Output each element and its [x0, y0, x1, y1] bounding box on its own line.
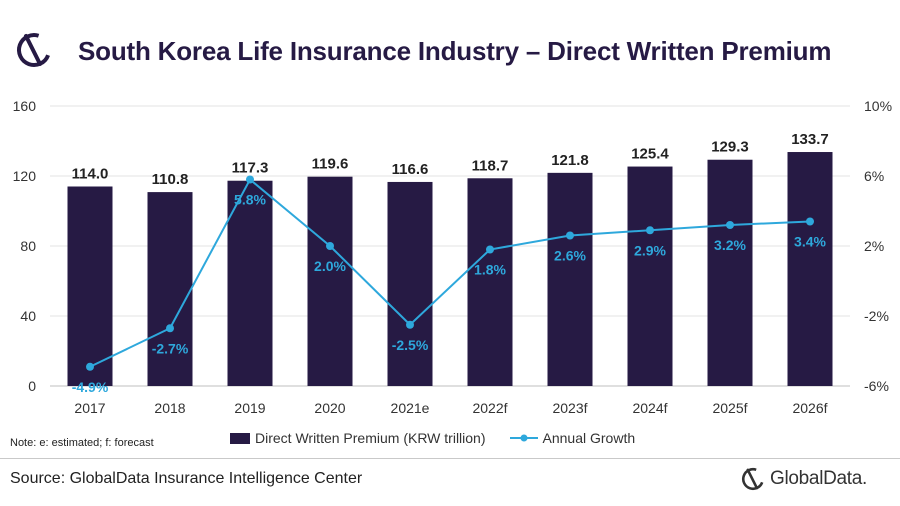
bar-value-label: 110.8 — [152, 171, 189, 188]
y2-tick-label: -6% — [864, 378, 889, 394]
y2-tick-label: 6% — [864, 168, 884, 184]
legend-item-premium: Direct Written Premium (KRW trillion) — [230, 430, 486, 446]
y-tick-label: 160 — [13, 98, 37, 114]
legend: Direct Written Premium (KRW trillion) An… — [230, 428, 659, 448]
x-tick-label: 2022f — [472, 400, 507, 416]
growth-line — [89, 177, 811, 368]
chart: 114.0 110.8 117.3 119.6 116.6 118.7 121.8 125.4… — [13, 98, 892, 416]
brand-name: GlobalData. — [770, 468, 868, 489]
growth-point — [646, 226, 654, 235]
y-tick-label: 120 — [13, 168, 37, 184]
bar-value-label: 118.7 — [472, 157, 509, 174]
growth-value-label: -4.9% — [72, 379, 109, 395]
growth-value-label: -2.5% — [392, 337, 429, 353]
legend-item-growth: Annual Growth — [509, 430, 636, 446]
globaldata-logo-icon — [741, 467, 765, 491]
bar — [787, 152, 833, 386]
bar — [227, 180, 273, 386]
x-tick-label: 2018 — [154, 400, 185, 416]
growth-value-label: 2.9% — [634, 242, 666, 258]
footer-divider — [0, 458, 900, 459]
bar — [67, 186, 113, 386]
x-tick-label: 2021e — [391, 400, 430, 416]
y2-tick-label: 10% — [864, 98, 892, 114]
x-tick-label: 2019 — [234, 400, 265, 416]
header: South Korea Life Insurance Industry – Di… — [0, 0, 900, 95]
legend-label-growth: Annual Growth — [542, 430, 636, 446]
growth-value-label: 2.6% — [554, 248, 586, 264]
bar-value-label: 119.6 — [312, 156, 349, 173]
bar — [707, 159, 753, 386]
y-tick-label: 40 — [20, 308, 36, 324]
bar-value-label: 125.4 — [631, 146, 669, 163]
bar-value-label: 129.3 — [711, 139, 749, 156]
y-tick-label: 80 — [20, 238, 36, 254]
bar — [307, 176, 353, 386]
growth-value-label: 1.8% — [474, 262, 506, 278]
growth-point — [86, 362, 94, 371]
bar — [387, 181, 433, 386]
growth-point — [566, 231, 574, 240]
x-tick-label: 2024f — [632, 400, 667, 416]
chart-title: South Korea Life Insurance Industry – Di… — [78, 36, 832, 66]
growth-point — [166, 324, 174, 333]
growth-value-label: 3.4% — [794, 234, 826, 250]
x-tick-label: 2026f — [792, 400, 827, 416]
y-tick-label: 0 — [28, 378, 36, 394]
growth-value-label: 5.8% — [234, 192, 266, 208]
bar-value-label: 114.0 — [72, 166, 109, 183]
bar-value-label: 117.3 — [232, 160, 269, 177]
legend-label-premium: Direct Written Premium (KRW trillion) — [255, 430, 486, 446]
legend-swatch-bar — [230, 432, 250, 444]
x-tick-label: 2020 — [314, 400, 345, 416]
globaldata-logo-icon — [17, 33, 51, 67]
x-tick-label: 2025f — [712, 400, 747, 416]
bar-value-label: 121.8 — [551, 152, 589, 169]
growth-value-label: -2.7% — [152, 340, 189, 356]
bar-value-label: 116.6 — [392, 161, 429, 178]
growth-point — [326, 242, 334, 250]
footnote: Note: e: estimated; f: forecast — [10, 437, 154, 449]
growth-value-label: 3.2% — [714, 237, 746, 253]
growth-point — [406, 320, 414, 329]
source-text: Source: GlobalData Insurance Intelligenc… — [10, 470, 363, 487]
bar — [147, 192, 193, 386]
growth-point — [486, 245, 494, 254]
bar — [467, 178, 513, 386]
bar-value-label: 133.7 — [791, 131, 829, 148]
growth-value-label: 2.0% — [314, 258, 346, 274]
x-tick-label: 2023f — [552, 400, 587, 416]
bar — [627, 166, 673, 386]
growth-point — [246, 175, 254, 184]
y2-tick-label: 2% — [864, 238, 884, 254]
footer-brand: GlobalData. — [740, 466, 867, 492]
growth-point — [726, 221, 734, 229]
bar — [547, 172, 593, 386]
growth-point — [806, 217, 814, 226]
x-tick-label: 2017 — [74, 400, 105, 416]
y2-tick-label: -2% — [864, 308, 889, 324]
legend-swatch-line — [509, 434, 538, 442]
